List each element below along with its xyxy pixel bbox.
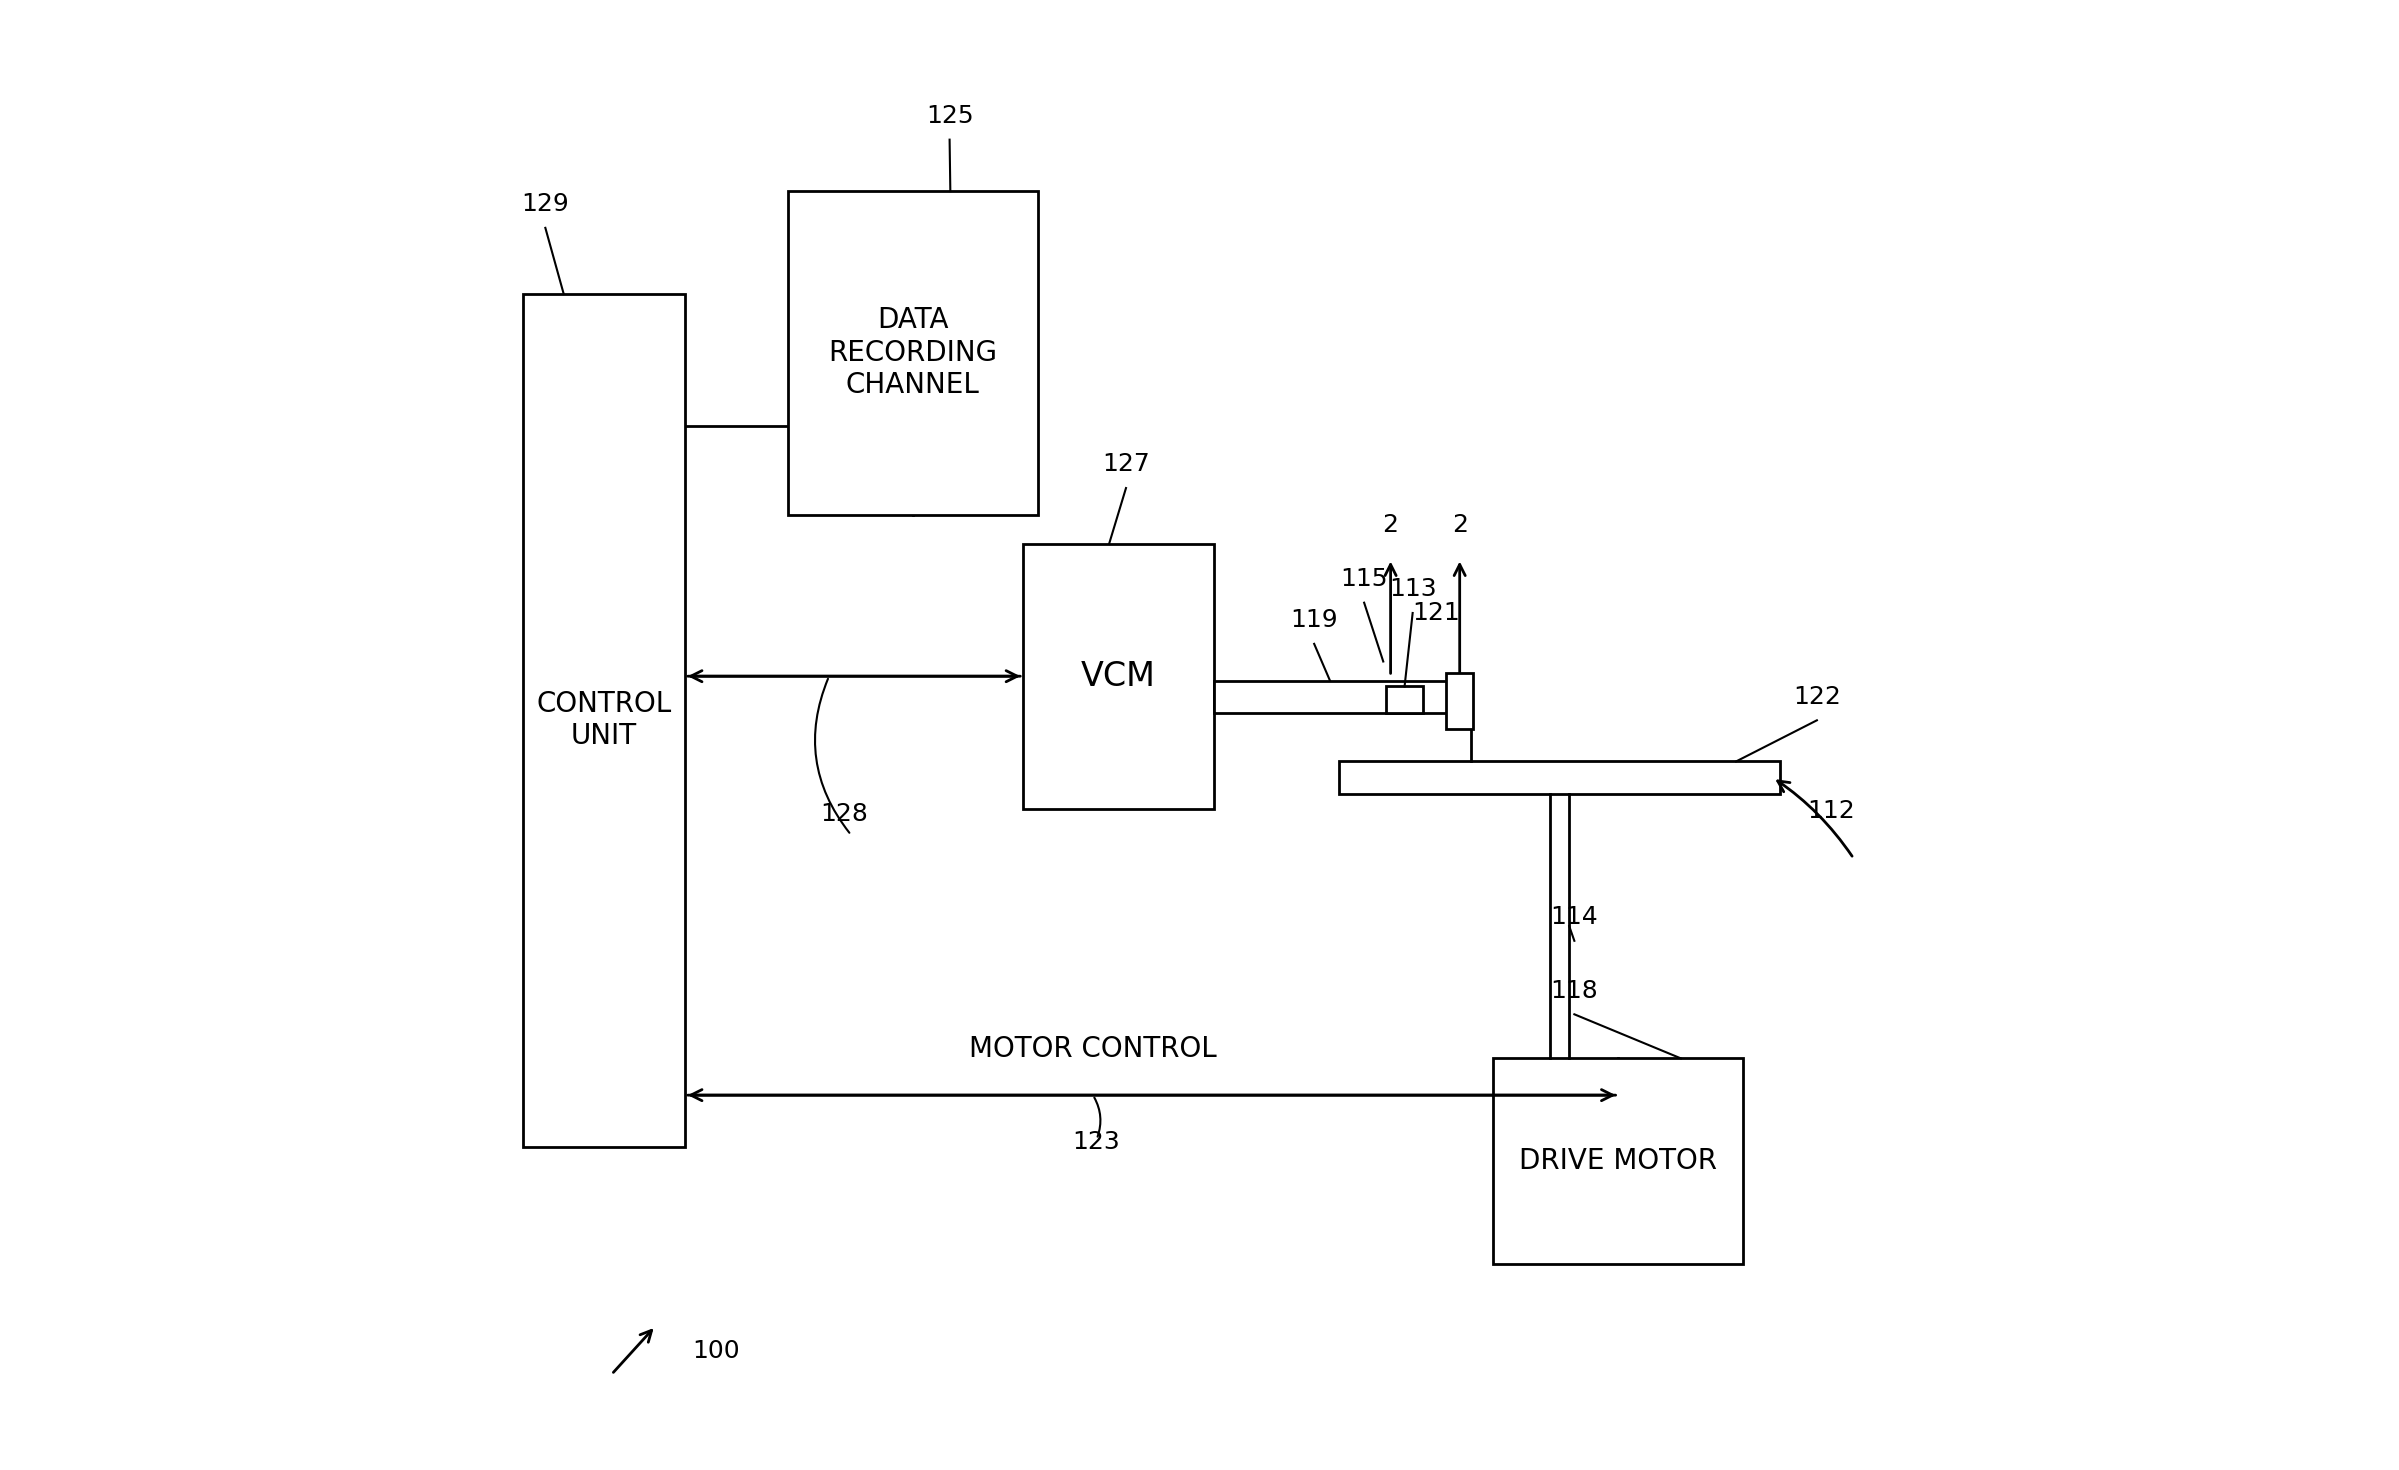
Text: 115: 115 [1341, 567, 1389, 591]
Text: 2: 2 [1451, 513, 1468, 537]
Bar [523, 294, 686, 1147]
Text: MOTOR CONTROL: MOTOR CONTROL [969, 1035, 1216, 1063]
Bar [1495, 1058, 1744, 1264]
Bar [1550, 794, 1569, 1058]
Text: 123: 123 [1072, 1130, 1120, 1154]
Text: 119: 119 [1291, 609, 1339, 632]
Bar [1447, 673, 1473, 729]
Text: 118: 118 [1550, 979, 1598, 1003]
Text: 122: 122 [1792, 685, 1840, 709]
Text: 127: 127 [1101, 453, 1149, 476]
Bar [1214, 681, 1471, 713]
Text: 114: 114 [1550, 906, 1598, 929]
Text: VCM: VCM [1082, 660, 1156, 692]
Bar [1387, 686, 1423, 713]
Text: 112: 112 [1809, 800, 1854, 823]
Text: DATA
RECORDING
CHANNEL: DATA RECORDING CHANNEL [828, 306, 998, 400]
Bar [1022, 544, 1214, 808]
Text: CONTROL
UNIT: CONTROL UNIT [537, 689, 672, 751]
Bar [787, 191, 1039, 514]
Text: 100: 100 [693, 1339, 739, 1363]
Text: 2: 2 [1382, 513, 1399, 537]
Text: 121: 121 [1413, 601, 1461, 625]
Text: 125: 125 [926, 104, 974, 128]
Text: 113: 113 [1389, 578, 1437, 601]
Bar [1339, 761, 1780, 794]
Text: 129: 129 [521, 193, 569, 216]
Text: DRIVE MOTOR: DRIVE MOTOR [1519, 1147, 1718, 1176]
Text: 128: 128 [820, 803, 868, 826]
